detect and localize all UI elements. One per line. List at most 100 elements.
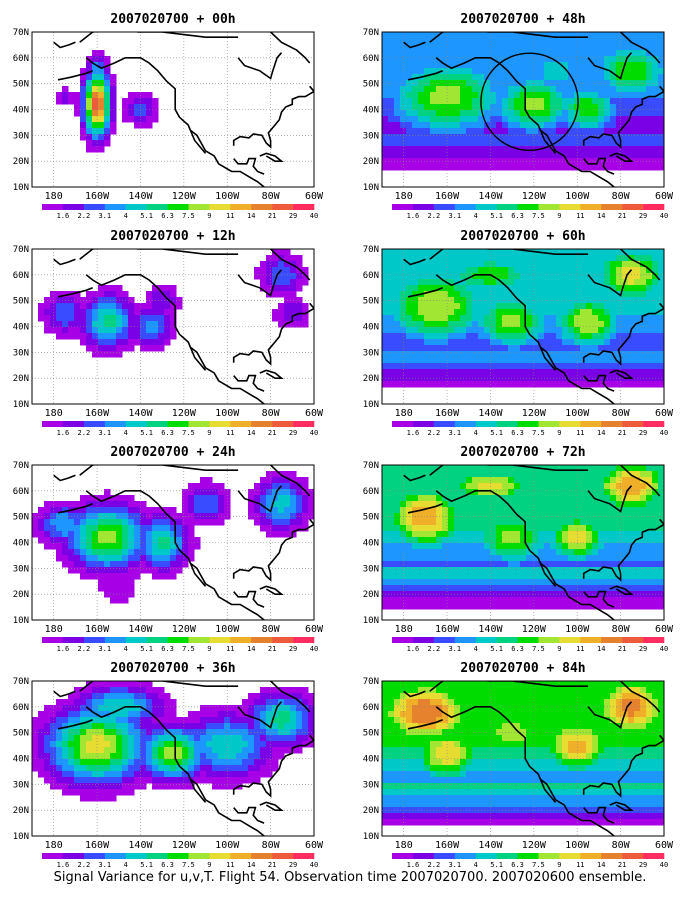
lat-tick-label: 40N: [13, 106, 29, 116]
colorbar-swatch: [293, 853, 315, 859]
colorbar-swatch: [209, 853, 231, 859]
lon-tick-label: 120W: [522, 191, 547, 202]
colorbar-swatch: [538, 637, 560, 643]
lon-tick-label: 100W: [215, 191, 240, 202]
colorbar-label: 5.1: [140, 645, 153, 653]
colorbar-label: 7.5: [532, 429, 545, 437]
colorbar-label: 11: [576, 212, 584, 220]
coastline: [233, 157, 265, 175]
colorbar-swatch: [146, 853, 168, 859]
lat-tick-label: 70N: [13, 677, 29, 687]
lon-tick-label: 140W: [478, 408, 503, 419]
colorbar-swatch: [454, 421, 476, 427]
colorbar-label: 6.3: [511, 429, 524, 437]
lon-tick-label: 60W: [305, 840, 324, 851]
colorbar-label: 9: [207, 645, 211, 653]
coastline: [270, 249, 311, 281]
coastline: [587, 52, 633, 80]
colorbar-swatch: [251, 637, 273, 643]
lat-tick-label: 50N: [13, 80, 29, 90]
lon-tick-label: 80W: [612, 191, 631, 202]
coastline: [539, 778, 557, 803]
colorbar-label: 6.3: [511, 645, 524, 653]
coastline: [539, 346, 557, 371]
lon-tick-label: 80W: [262, 408, 281, 419]
colorbar-label: 7.5: [182, 212, 195, 220]
colorbar-swatch: [392, 204, 414, 210]
map-frame: [31, 248, 315, 405]
colorbar-label: 6.3: [161, 645, 174, 653]
coastline: [85, 705, 265, 836]
colorbar-swatch: [580, 853, 602, 859]
colorbar-label: 9: [557, 212, 561, 220]
lon-tick-label: 140W: [128, 840, 153, 851]
colorbar-swatch: [412, 637, 435, 643]
lat-tick-label: 30N: [13, 131, 29, 141]
colorbar-label: 2.2: [428, 861, 441, 869]
coastline: [237, 269, 283, 297]
colorbar-swatch: [643, 204, 665, 210]
lon-tick-label: 140W: [128, 191, 153, 202]
colorbar-label: 14: [597, 861, 605, 869]
colorbar-swatch: [433, 853, 456, 859]
colorbar-swatch: [167, 204, 189, 210]
colorbar-label: 21: [268, 645, 276, 653]
colorbar-swatch: [454, 637, 476, 643]
colorbar-swatch: [517, 637, 539, 643]
colorbar-label: 2.2: [78, 212, 91, 220]
lon-tick-label: 100W: [565, 191, 590, 202]
colorbar-swatch: [293, 204, 315, 210]
colorbar-swatch: [188, 853, 210, 859]
coastline: [609, 152, 634, 162]
chart-panel-1: 2007020700 + 12h 10N 20N 30N 40N 50N 60N 70N 180…: [13, 229, 324, 437]
colorbar-label: 1.6: [407, 429, 420, 437]
coastline: [587, 701, 633, 729]
chart-panel-3: 2007020700 + 36h 10N 20N 30N 40N 50N 60N 70N 180…: [13, 661, 324, 869]
panel-title: 2007020700 + 48h: [460, 12, 585, 27]
colorbar-swatch: [601, 853, 623, 859]
lat-tick-label: 20N: [363, 374, 379, 384]
coastline: [237, 701, 283, 729]
coastline: [403, 474, 426, 482]
colorbar-label: 3.1: [98, 861, 111, 869]
coastline: [407, 503, 443, 514]
colorbar-label: 1.6: [57, 212, 70, 220]
colorbar-label: 6.3: [511, 861, 524, 869]
coastline: [435, 489, 615, 620]
colorbar-label: 40: [310, 645, 318, 653]
lon-tick-label: 60W: [655, 624, 674, 635]
colorbar-swatch: [433, 421, 456, 427]
lat-tick-label: 70N: [363, 461, 379, 471]
panel-title: 2007020700 + 84h: [460, 661, 585, 676]
coastline: [429, 32, 589, 43]
lon-tick-label: 100W: [565, 408, 590, 419]
coastline: [270, 32, 311, 64]
coastline: [583, 374, 615, 392]
lat-tick-label: 30N: [363, 564, 379, 574]
lon-tick-label: 60W: [655, 840, 674, 851]
lon-tick-label: 80W: [612, 408, 631, 419]
field-layer: [382, 249, 664, 404]
lon-tick-label: 180: [45, 840, 63, 851]
colorbar-swatch: [209, 421, 231, 427]
lon-tick-label: 100W: [215, 408, 240, 419]
colorbar-label: 4: [474, 861, 478, 869]
colorbar-swatch: [188, 204, 210, 210]
colorbar-swatch: [293, 637, 315, 643]
colorbar-label: 40: [660, 861, 668, 869]
lon-tick-label: 100W: [565, 840, 590, 851]
lon-tick-label: 60W: [655, 191, 674, 202]
colorbar-swatch: [293, 421, 315, 427]
lat-tick-label: 10N: [13, 183, 29, 193]
colorbar-swatch: [601, 421, 623, 427]
colorbar-label: 1.6: [407, 212, 420, 220]
chart-panel-7: 2007020700 + 84h 10N 20N 30N 40N 50N 60N 70N 180…: [363, 661, 674, 869]
lat-tick-label: 50N: [363, 297, 379, 307]
lon-tick-label: 100W: [215, 840, 240, 851]
observation-circle: [480, 52, 579, 152]
field-layer: [32, 32, 314, 187]
colorbar-swatch: [559, 853, 581, 859]
lon-tick-label: 140W: [128, 408, 153, 419]
colorbar-swatch: [146, 421, 168, 427]
colorbar-label: 5.1: [140, 429, 153, 437]
